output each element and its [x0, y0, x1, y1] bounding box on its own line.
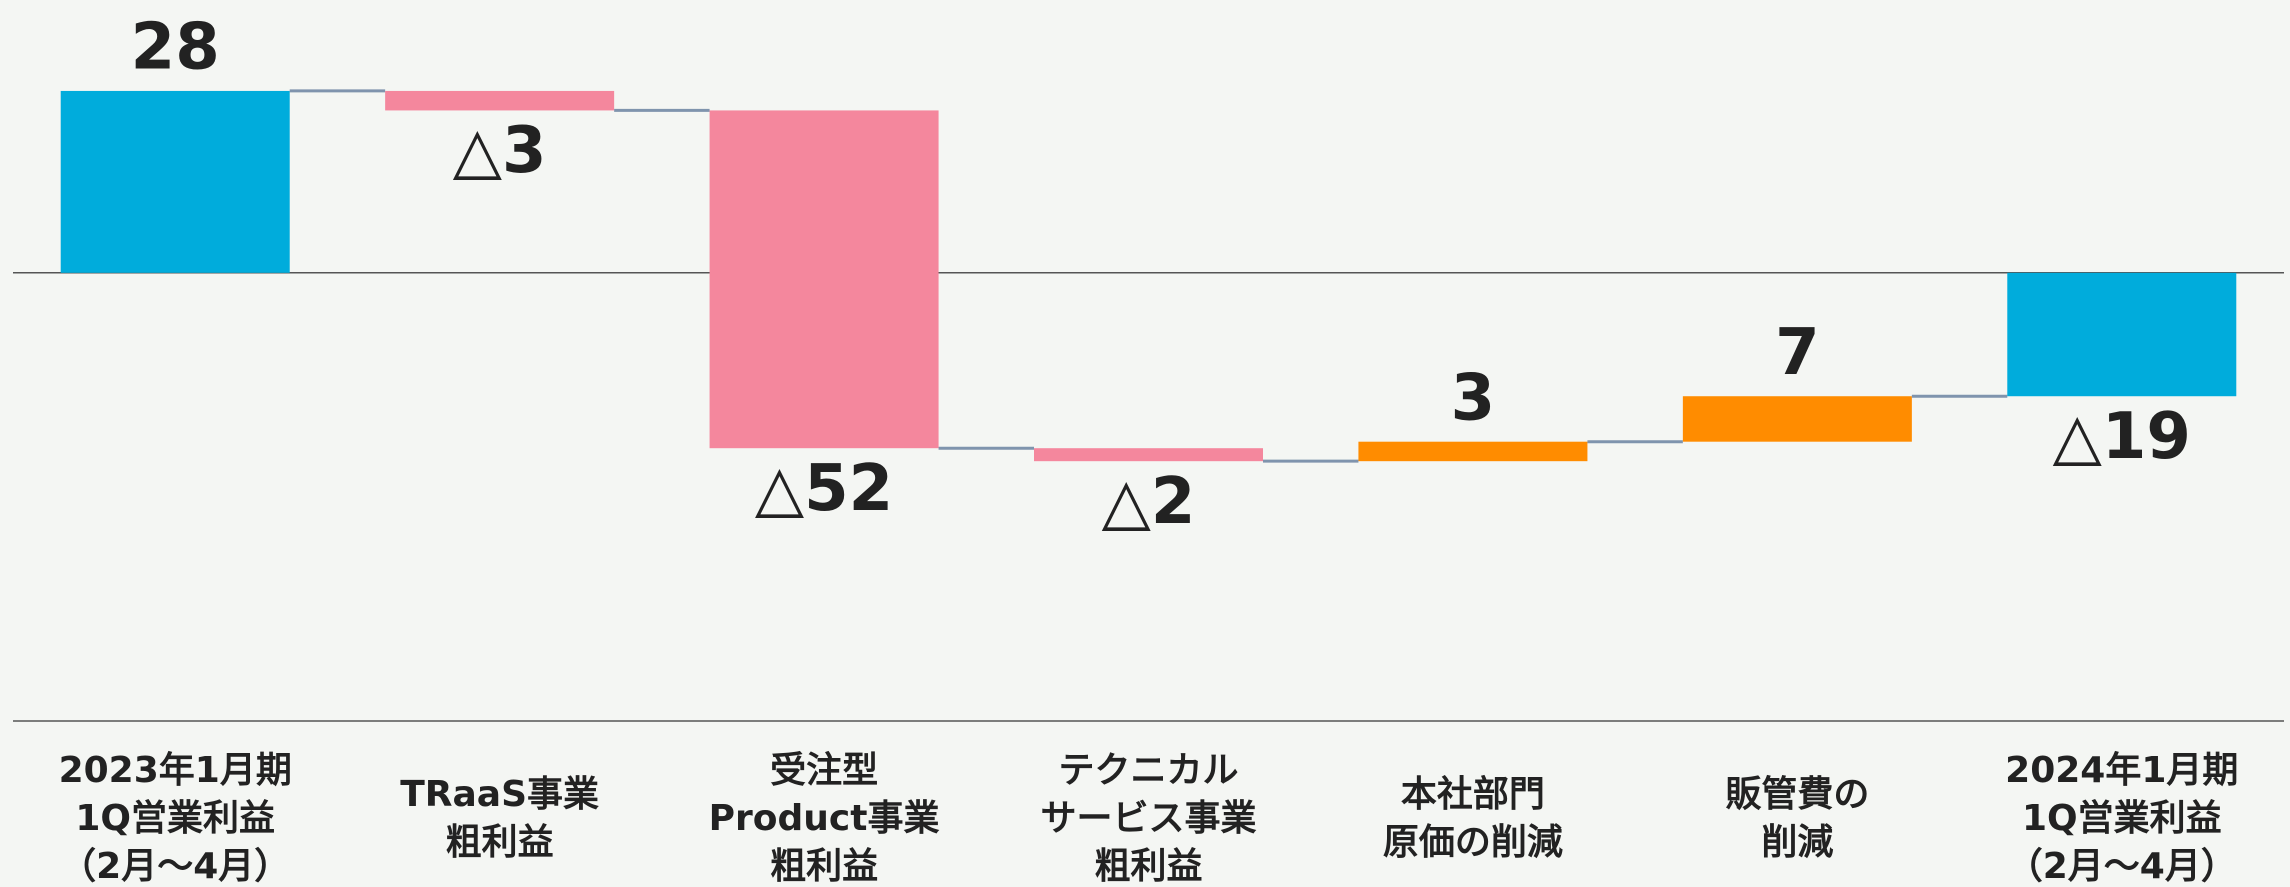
x-tick-label: 受注型 Product事業粗利益 [709, 750, 940, 887]
bar [709, 110, 939, 449]
x-tick-label: 2024年1月期 1Q営業利益（2月〜4月） [2005, 750, 2238, 887]
bar [2007, 272, 2237, 397]
x-tick-label: テクニカルサービス事業粗利益 [1040, 750, 1256, 887]
x-tick-label: 2023年1月期 1Q営業利益（2月〜4月） [59, 750, 292, 887]
value-label: △2 [1102, 465, 1196, 539]
bar [60, 90, 290, 273]
value-label: △3 [453, 114, 547, 188]
x-tick-label: 本社部門原価の削減 [1383, 774, 1563, 863]
value-label: △19 [2053, 400, 2191, 474]
bar [1034, 448, 1263, 462]
x-tick-label: 販管費の削減 [1725, 774, 1869, 863]
value-label: 7 [1775, 316, 1820, 390]
x-tick-label: TRaaS事業粗利益 [400, 774, 599, 863]
bar [1358, 441, 1588, 462]
bar [1682, 396, 1912, 442]
value-label: 3 [1451, 361, 1496, 435]
value-label: △52 [755, 452, 893, 526]
bar [385, 90, 615, 111]
value-label: 28 [131, 11, 220, 85]
